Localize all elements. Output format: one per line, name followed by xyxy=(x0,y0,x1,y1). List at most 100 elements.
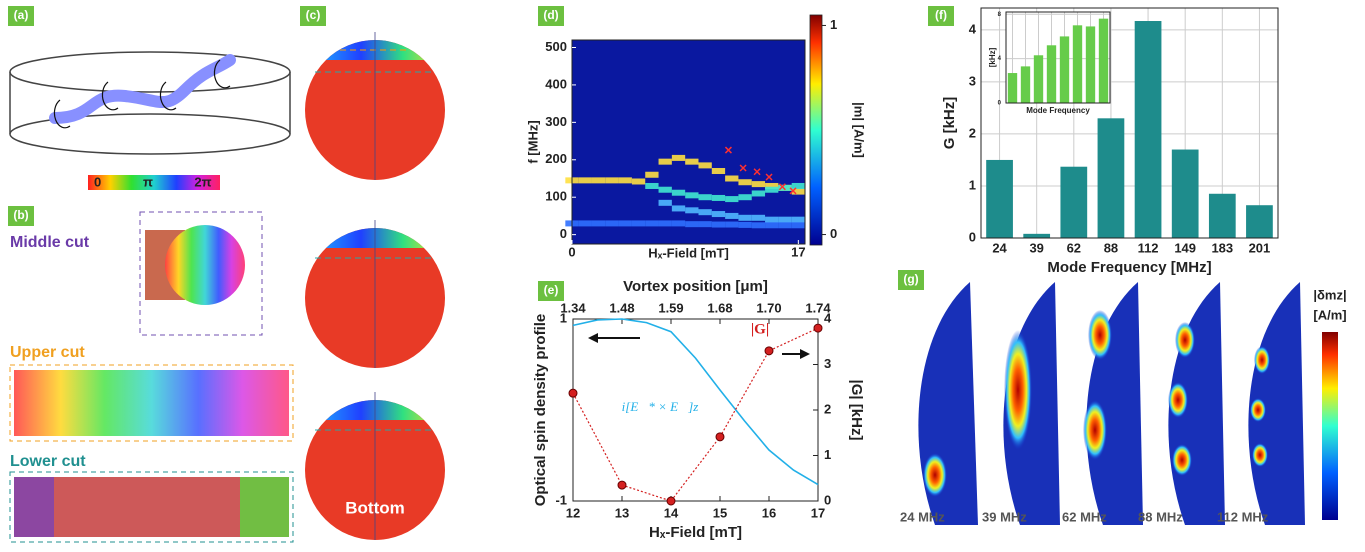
heatmap-cell xyxy=(685,158,699,165)
phase-colorbar xyxy=(88,175,220,190)
heatmap-cell xyxy=(658,220,672,227)
heatmap-cell xyxy=(618,220,632,227)
heatmap-cell xyxy=(765,216,779,223)
data-point xyxy=(666,496,676,506)
heatmap-cell xyxy=(751,222,766,229)
heatmap-cell xyxy=(618,177,632,184)
bar xyxy=(1208,193,1236,238)
heatmap-cell xyxy=(725,175,739,182)
heatmap-cell xyxy=(698,209,712,216)
heatmap-cell xyxy=(671,189,686,196)
heatmap-cell xyxy=(778,222,792,229)
intensity-colorbar xyxy=(809,14,823,246)
lower-cut-image xyxy=(240,477,289,537)
cross-marker xyxy=(739,164,747,172)
heatmap-cell xyxy=(645,220,659,227)
x-tick-label: 16 xyxy=(762,505,776,520)
panel-labels: (a) (b) (c) (d) (e) (f) (g) xyxy=(8,6,954,301)
y-tick-label: 0 xyxy=(560,226,567,241)
panel-label: (f) xyxy=(935,8,947,22)
bar xyxy=(1059,36,1070,103)
data-point xyxy=(764,346,774,356)
heatmap-cell xyxy=(658,158,672,165)
label-box xyxy=(898,270,924,290)
x-tick-label: 17 xyxy=(811,505,825,520)
sphere xyxy=(305,32,445,180)
hotspot xyxy=(1254,346,1270,374)
heatmap-cell xyxy=(645,171,659,178)
x-axis-label: Mode Frequency [MHz] xyxy=(1047,259,1211,276)
bar xyxy=(1033,55,1044,103)
middle-cut-image xyxy=(145,225,245,305)
y-axis-label: Optical spin density profile xyxy=(532,314,549,507)
heatmap-cell xyxy=(791,216,805,223)
bar xyxy=(1246,205,1273,238)
bar xyxy=(1060,166,1088,238)
y-tick-label: 1 xyxy=(969,177,976,192)
bar xyxy=(986,159,1013,238)
hotspot xyxy=(1088,310,1112,360)
x-tick-label: 183 xyxy=(1211,240,1233,255)
sphere xyxy=(305,220,445,368)
y-tick-label: -1 xyxy=(555,492,567,507)
heatmap-cell xyxy=(711,221,726,228)
y-tick-label: 0 xyxy=(969,229,976,244)
colorbar-unit: [A/m] xyxy=(1313,307,1346,322)
hotspot xyxy=(923,453,947,497)
heatmap-cell xyxy=(751,214,766,221)
heatmap-cell xyxy=(765,182,779,189)
bar xyxy=(1072,25,1083,103)
rotation-arrow xyxy=(101,81,119,111)
lower-cut-image xyxy=(14,477,54,537)
cylinder-top xyxy=(9,51,291,93)
heatmap-cell xyxy=(671,154,686,161)
x2-tick-label: 1.74 xyxy=(805,300,831,315)
y-tick-label: 8 xyxy=(998,12,1002,18)
heatmap-cell xyxy=(725,221,739,228)
heatmap-cell xyxy=(685,192,699,199)
hotspot xyxy=(1083,400,1107,460)
bar xyxy=(1098,18,1109,103)
bar xyxy=(1046,45,1057,103)
bar xyxy=(1171,149,1199,238)
bar xyxy=(1007,73,1018,103)
x-tick-label: 39 xyxy=(1029,240,1043,255)
sphere-label: Middle xyxy=(348,365,402,384)
y-tick-label: 400 xyxy=(545,76,567,91)
x-tick-label: 201 xyxy=(1249,240,1271,255)
x-axis-label: Mode Frequency xyxy=(1026,106,1090,115)
x-tick-label: 13 xyxy=(615,505,629,520)
cut-label: Lower cut xyxy=(10,453,86,470)
plot-frame xyxy=(1005,11,1111,104)
series-line xyxy=(572,327,819,502)
data-point xyxy=(617,480,627,490)
heatmap-cell xyxy=(765,222,779,229)
mode-label: 24 MHz xyxy=(900,509,945,524)
label-box xyxy=(8,6,34,26)
series-line xyxy=(572,318,819,486)
y2-tick-label: 0 xyxy=(824,492,831,507)
axis-arrows xyxy=(588,333,810,359)
y-tick-label: 300 xyxy=(545,114,567,129)
y-tick-label: 0 xyxy=(998,101,1002,107)
cross-marker xyxy=(778,183,786,191)
bar xyxy=(1134,21,1162,239)
y-axis-label: [kHz] xyxy=(988,47,997,67)
heatmap-cell xyxy=(605,177,619,184)
sphere-label: Top xyxy=(360,176,390,195)
cross-marker xyxy=(724,146,732,154)
annotation: i[E⃗* × E⃗]z xyxy=(622,399,699,414)
x-tick-label: 62 xyxy=(1067,240,1081,255)
y-tick-label: 100 xyxy=(545,189,567,204)
mode-label: 88 MHz xyxy=(1138,509,1183,524)
heatmap-cell xyxy=(631,220,646,227)
sphere xyxy=(305,392,445,540)
cut-box xyxy=(9,471,294,543)
y-tick-label: 3 xyxy=(969,73,976,88)
x-tick-label: 17 xyxy=(791,244,805,259)
y-tick-label: 4 xyxy=(969,21,977,36)
x-tick-label: 0 xyxy=(568,244,575,259)
y2-tick-label: 3 xyxy=(824,356,831,371)
cross-marker xyxy=(789,187,797,195)
label-box xyxy=(300,6,326,26)
